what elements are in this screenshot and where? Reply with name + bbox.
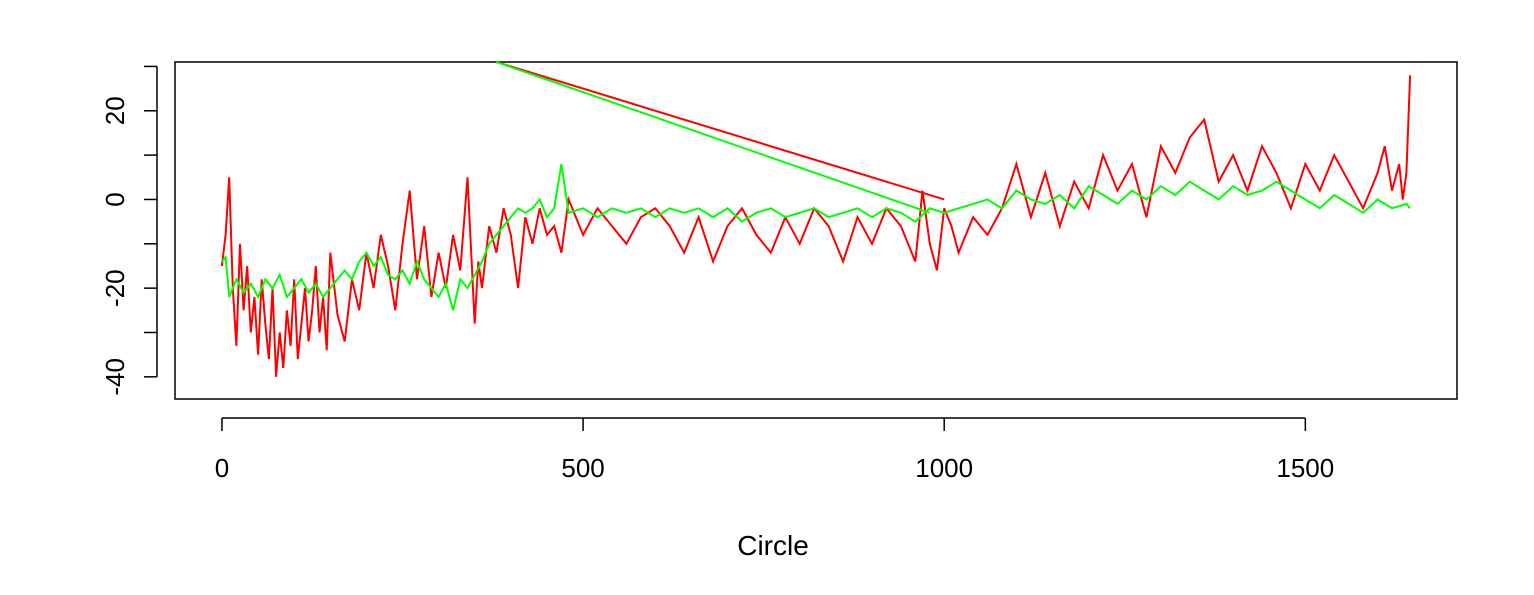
x-tick-label: 1000: [915, 453, 973, 483]
x-tick-label: 500: [561, 453, 604, 483]
y-tick-label: -20: [100, 269, 130, 307]
y-tick-label: 20: [100, 96, 130, 125]
plot-frame: [174, 61, 1458, 400]
y-tick-label: 0: [100, 192, 130, 206]
x-tick-label: 0: [215, 453, 229, 483]
x-axis-title: Circle: [737, 530, 809, 561]
y-tick-label: -40: [100, 358, 130, 396]
series-connector-1: [496, 61, 945, 201]
series-line-1: [220, 75, 1412, 377]
series-connector-2: [496, 61, 931, 214]
series-line-2: [221, 163, 1411, 311]
series-layer: [220, 61, 1412, 377]
x-tick-label: 1500: [1276, 453, 1334, 483]
y-axis: -40 -20 0 20: [100, 65, 158, 396]
x-axis: 0 500 1000 1500: [215, 417, 1334, 483]
